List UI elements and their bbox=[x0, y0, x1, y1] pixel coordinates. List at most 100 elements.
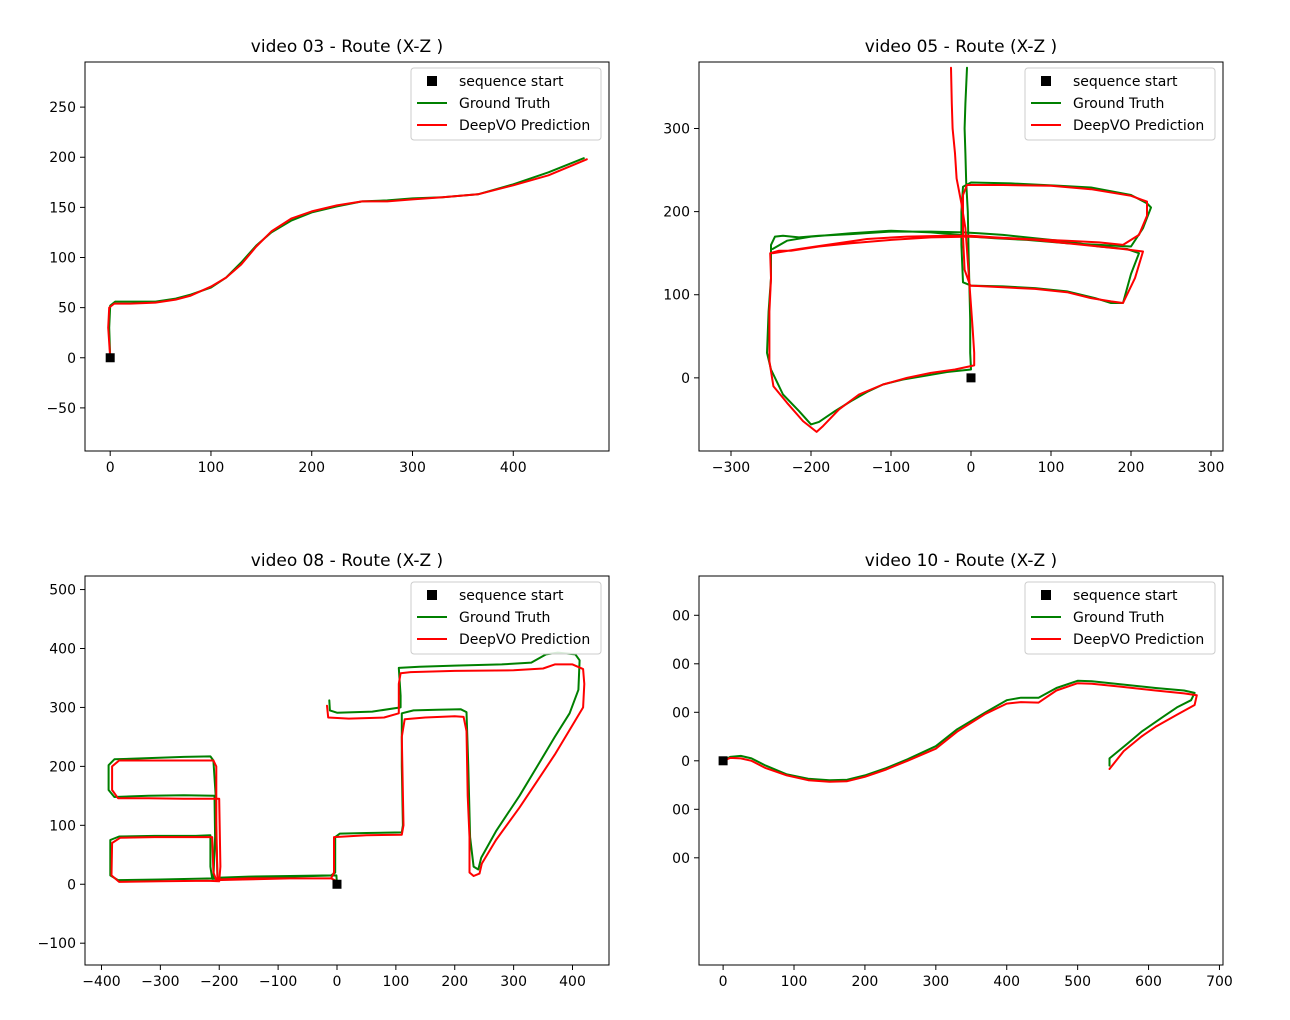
video-08-x-tick-label: 200 bbox=[441, 974, 468, 990]
video-08-x-tick-label: −400 bbox=[82, 974, 120, 990]
video-03-y-tick-label: 250 bbox=[49, 100, 76, 116]
video-10-axes-frame bbox=[698, 575, 1224, 966]
video-08-y-tick-label: 400 bbox=[49, 641, 76, 657]
video-10-legend-deepvo-prediction-label: DeepVO Prediction bbox=[1073, 632, 1204, 648]
video-03-x-tick-label: 300 bbox=[399, 460, 426, 476]
video-03-title: video 03 - Route (X-Z ) bbox=[251, 37, 443, 57]
video-08-y-tick-label: −100 bbox=[38, 936, 76, 952]
video-05-y-tick-label: 200 bbox=[663, 205, 690, 221]
video-03-y-tick-label: 150 bbox=[49, 200, 76, 216]
video-08-x-tick-label: −300 bbox=[141, 974, 179, 990]
video-05-legend-box bbox=[1024, 67, 1216, 141]
video-03-x-tick-label: 400 bbox=[500, 460, 527, 476]
video-08-x-tick-label: 400 bbox=[559, 974, 586, 990]
video-08-legend-deepvo-prediction-label: DeepVO Prediction bbox=[459, 632, 590, 648]
video-08-legend-box bbox=[410, 581, 602, 655]
video-08-axes-frame bbox=[84, 575, 610, 966]
video-03-legend-deepvo-prediction-label: DeepVO Prediction bbox=[459, 118, 590, 134]
video-05-x-tick-label: 0 bbox=[967, 460, 976, 476]
video-03-legend: sequence start Ground Truth DeepVO Predict… bbox=[410, 67, 602, 141]
video-08-chart: video 08 - Route (X-Z ) −400 −300 −200 −100 0… bbox=[38, 551, 610, 990]
video-03-x-tick-label: 200 bbox=[298, 460, 325, 476]
video-03-chart: video 03 - Route (X-Z ) 0 100 200 300 400 −50 0… bbox=[46, 37, 610, 476]
video-10-y-tick-label: 00 bbox=[672, 657, 690, 673]
video-03-x-tick-label: 0 bbox=[106, 460, 115, 476]
video-05-deepvo-prediction-line bbox=[768, 66, 1148, 433]
video-03-legend-sequence-start-label: sequence start bbox=[459, 74, 564, 90]
video-08-x-tick-label: −100 bbox=[259, 974, 297, 990]
video-05-axes-frame bbox=[698, 61, 1224, 452]
video-08-y-tick-label: 100 bbox=[49, 818, 76, 834]
video-08-legend: sequence start Ground Truth DeepVO Predict… bbox=[410, 581, 602, 655]
video-08-deepvo-prediction-line bbox=[110, 663, 586, 883]
video-10-legend-box bbox=[1024, 581, 1216, 655]
video-05-x-tick-label: −100 bbox=[872, 460, 910, 476]
video-10-y-tick-label: 00 bbox=[672, 608, 690, 624]
video-03-deepvo-prediction-line bbox=[107, 158, 588, 359]
video-10-legend-ground-truth-label: Ground Truth bbox=[1073, 610, 1164, 626]
video-10-y-tick-label: 00 bbox=[672, 851, 690, 867]
video-08-y-tick-label: 300 bbox=[49, 700, 76, 716]
video-10-legend-start-swatch bbox=[1041, 590, 1051, 600]
video-08-y-tick-label: 0 bbox=[67, 877, 76, 893]
video-03-x-tick-label: 100 bbox=[198, 460, 225, 476]
video-03-sequence-start-marker bbox=[105, 353, 115, 363]
video-10-x-tick-label: 300 bbox=[922, 974, 949, 990]
video-10-x-tick-label: 500 bbox=[1064, 974, 1091, 990]
video-05-x-tick-label: 200 bbox=[1118, 460, 1145, 476]
video-10-chart: video 10 - Route (X-Z ) 0 100 200 300 400 500 6… bbox=[672, 551, 1233, 990]
video-08-title: video 08 - Route (X-Z ) bbox=[251, 551, 443, 571]
video-05-legend-deepvo-prediction-label: DeepVO Prediction bbox=[1073, 118, 1204, 134]
video-10-x-tick-label: 200 bbox=[852, 974, 879, 990]
video-03-y-tick-label: 50 bbox=[58, 301, 76, 317]
video-05-x-tick-label: −200 bbox=[792, 460, 830, 476]
video-08-x-tick-label: 300 bbox=[500, 974, 527, 990]
video-08-x-tick-label: 100 bbox=[383, 974, 410, 990]
video-03-legend-ground-truth-label: Ground Truth bbox=[459, 96, 550, 112]
video-08-x-tick-label: 0 bbox=[333, 974, 342, 990]
video-05-legend: sequence start Ground Truth DeepVO Predict… bbox=[1024, 67, 1216, 141]
video-10-x-tick-label: 600 bbox=[1135, 974, 1162, 990]
video-03-axes-frame bbox=[84, 61, 610, 452]
video-05-y-tick-label: 0 bbox=[681, 371, 690, 387]
video-10-ground-truth-line bbox=[722, 679, 1196, 782]
video-03-y-tick-label: 200 bbox=[49, 150, 76, 166]
video-05-x-tick-label: −300 bbox=[712, 460, 750, 476]
video-08-y-tick-label: 500 bbox=[49, 583, 76, 599]
video-05-title: video 05 - Route (X-Z ) bbox=[865, 37, 1057, 57]
video-08-sequence-start-marker bbox=[332, 879, 342, 889]
video-05-legend-start-swatch bbox=[1041, 76, 1051, 86]
video-03-y-tick-label: 0 bbox=[67, 351, 76, 367]
video-05-y-tick-label: 300 bbox=[663, 121, 690, 137]
video-10-title: video 10 - Route (X-Z ) bbox=[865, 551, 1057, 571]
video-05-chart: video 05 - Route (X-Z ) −300 −200 −100 0 100 2… bbox=[663, 37, 1224, 476]
video-10-x-tick-label: 400 bbox=[993, 974, 1020, 990]
video-05-ground-truth-line bbox=[766, 66, 1152, 426]
video-03-legend-start-swatch bbox=[427, 76, 437, 86]
video-05-legend-ground-truth-label: Ground Truth bbox=[1073, 96, 1164, 112]
video-10-x-tick-label: 100 bbox=[781, 974, 808, 990]
video-10-sequence-start-marker bbox=[718, 756, 728, 766]
video-05-y-tick-label: 100 bbox=[663, 288, 690, 304]
video-10-x-tick-label: 0 bbox=[719, 974, 728, 990]
video-08-legend-ground-truth-label: Ground Truth bbox=[459, 610, 550, 626]
video-05-x-tick-label: 100 bbox=[1038, 460, 1065, 476]
video-03-y-tick-label: 100 bbox=[49, 251, 76, 267]
video-10-legend-sequence-start-label: sequence start bbox=[1073, 588, 1178, 604]
video-10-y-tick-label: 0 bbox=[681, 754, 690, 770]
video-05-legend-sequence-start-label: sequence start bbox=[1073, 74, 1178, 90]
video-10-y-tick-label: 00 bbox=[672, 802, 690, 818]
video-10-x-tick-label: 700 bbox=[1206, 974, 1233, 990]
video-05-x-tick-label: 300 bbox=[1198, 460, 1225, 476]
video-03-y-tick-label: −50 bbox=[46, 401, 76, 417]
video-03-legend-box bbox=[410, 67, 602, 141]
video-05-sequence-start-marker bbox=[966, 373, 976, 383]
video-10-y-tick-label: 00 bbox=[672, 705, 690, 721]
video-08-legend-sequence-start-label: sequence start bbox=[459, 588, 564, 604]
video-08-x-tick-label: −200 bbox=[200, 974, 238, 990]
video-08-legend-start-swatch bbox=[427, 590, 437, 600]
video-10-legend: sequence start Ground Truth DeepVO Predict… bbox=[1024, 581, 1216, 655]
video-10-deepvo-prediction-line bbox=[722, 682, 1198, 783]
video-08-y-tick-label: 200 bbox=[49, 759, 76, 775]
